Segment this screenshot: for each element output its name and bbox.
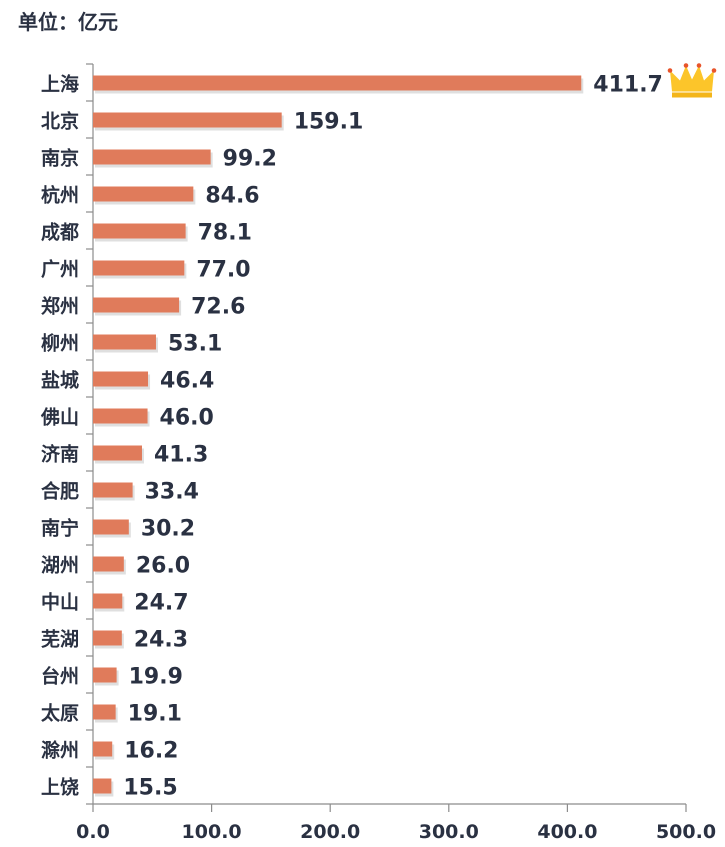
category-label: 柳州	[41, 332, 79, 355]
category-label: 济南	[41, 443, 79, 466]
value-label: 46.0	[160, 406, 214, 431]
category-label: 湖州	[41, 555, 79, 577]
x-tick-label: 400.0	[537, 821, 597, 843]
category-label: 佛山	[40, 406, 79, 429]
x-tick-label: 0.0	[76, 821, 110, 843]
category-label: 上饶	[41, 776, 79, 799]
value-label: 33.4	[145, 480, 199, 505]
bar	[93, 75, 582, 91]
unit-label: 单位：亿元	[18, 10, 118, 34]
value-label: 72.6	[191, 295, 245, 320]
value-label: 16.2	[124, 739, 178, 764]
category-label: 成都	[41, 221, 79, 244]
category-label: 广州	[41, 258, 79, 281]
category-label: 盐城	[41, 369, 79, 392]
bar	[93, 223, 186, 239]
value-label: 19.1	[128, 702, 182, 727]
category-label: 杭州	[41, 184, 79, 207]
value-label: 30.2	[141, 517, 195, 542]
category-label: 南京	[41, 147, 79, 170]
category-label: 北京	[41, 110, 79, 133]
value-label: 78.1	[198, 221, 252, 246]
bar	[93, 593, 123, 609]
bar	[93, 149, 211, 165]
bar	[93, 112, 282, 128]
bar	[93, 630, 122, 646]
bar	[93, 297, 180, 313]
category-label: 台州	[41, 665, 79, 688]
crown-icon	[667, 63, 717, 98]
x-tick-label: 100.0	[182, 821, 242, 843]
category-label: 郑州	[41, 296, 79, 318]
value-label: 77.0	[196, 258, 250, 283]
value-label: 15.5	[123, 776, 177, 801]
bar	[93, 482, 133, 498]
bar	[93, 667, 117, 683]
value-label: 41.3	[154, 443, 208, 468]
bar	[93, 519, 129, 535]
value-label: 411.7	[593, 73, 663, 98]
category-label: 中山	[41, 591, 79, 614]
category-label: 滁州	[41, 739, 79, 762]
value-label: 99.2	[223, 147, 277, 172]
value-label: 159.1	[294, 110, 364, 135]
value-label: 46.4	[160, 369, 214, 394]
value-label: 19.9	[129, 665, 183, 690]
x-tick-label: 300.0	[419, 821, 479, 843]
value-label: 26.0	[136, 554, 190, 579]
category-label: 太原	[41, 702, 79, 725]
bar	[93, 778, 112, 794]
value-label: 24.7	[134, 591, 188, 616]
category-label: 合肥	[41, 480, 79, 503]
category-label: 南宁	[41, 517, 79, 540]
bar	[93, 556, 124, 572]
bar	[93, 704, 116, 720]
value-label: 24.3	[134, 628, 188, 653]
category-label: 上海	[41, 73, 79, 96]
x-tick-label: 200.0	[300, 821, 360, 843]
bar	[93, 408, 148, 424]
x-tick-label: 500.0	[656, 821, 716, 843]
bar	[93, 445, 142, 461]
value-label: 53.1	[168, 332, 222, 357]
bar	[93, 260, 185, 276]
value-label: 84.6	[205, 184, 259, 209]
bar	[93, 741, 113, 757]
category-label: 芜湖	[41, 628, 79, 651]
bar	[93, 334, 156, 350]
bar	[93, 371, 149, 387]
bar	[93, 186, 194, 202]
